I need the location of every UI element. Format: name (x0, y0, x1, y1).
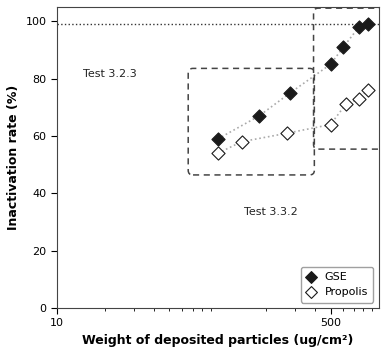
Propolis (239, 139, 245, 144)
X-axis label: Weight of deposited particles (ug/cm²): Weight of deposited particles (ug/cm²) (82, 334, 354, 347)
GSE (327, 62, 334, 67)
Propolis (284, 130, 291, 136)
Propolis (327, 122, 334, 127)
Text: Test 3.2.3: Test 3.2.3 (83, 69, 136, 79)
GSE (287, 90, 293, 96)
GSE (256, 113, 262, 119)
Y-axis label: Inactivation rate (%): Inactivation rate (%) (7, 85, 20, 230)
GSE (356, 24, 362, 30)
GSE (365, 21, 371, 27)
Legend: GSE, Propolis: GSE, Propolis (301, 267, 374, 303)
GSE (215, 136, 221, 142)
Propolis (356, 96, 362, 102)
Text: Test 3.3.2: Test 3.3.2 (244, 207, 298, 217)
Propolis (215, 150, 221, 156)
GSE (340, 44, 346, 50)
Propolis (342, 102, 349, 107)
Propolis (365, 87, 371, 93)
